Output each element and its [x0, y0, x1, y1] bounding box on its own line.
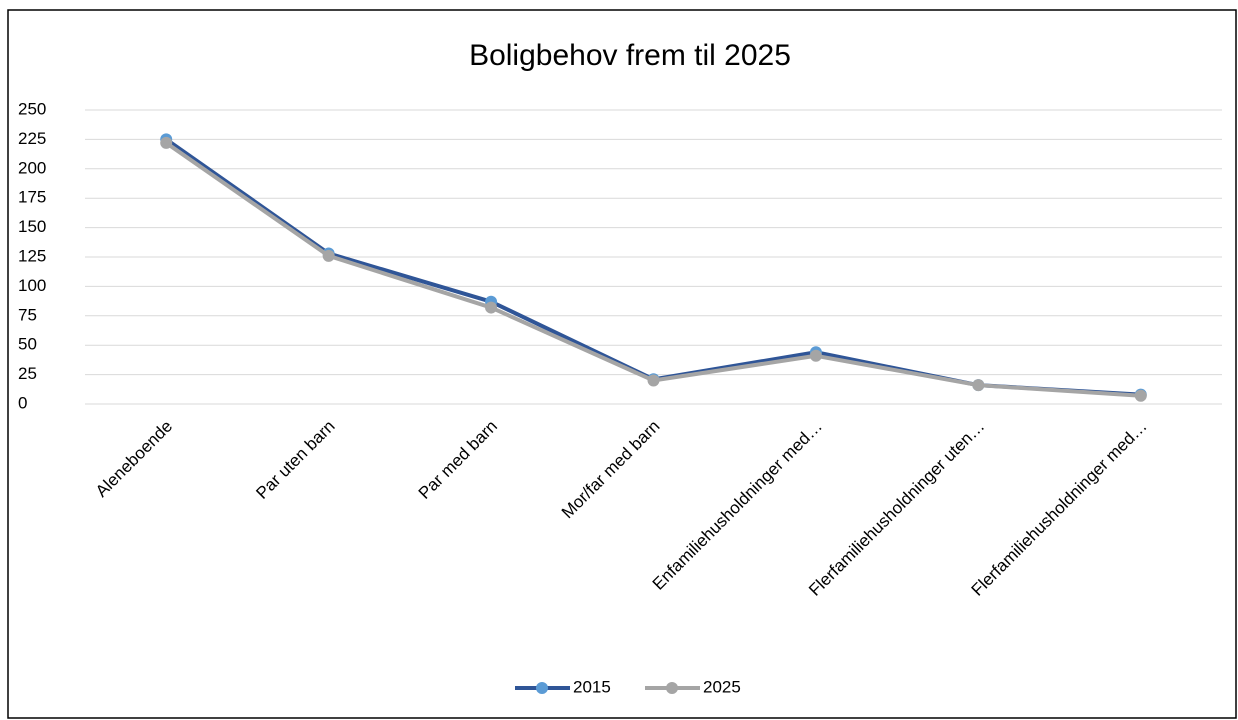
marker	[485, 301, 498, 314]
marker	[160, 136, 173, 149]
y-tick-label: 200	[18, 158, 46, 177]
y-tick-label: 50	[18, 335, 37, 354]
marker	[1134, 389, 1147, 402]
y-tick-label: 150	[18, 217, 46, 236]
y-tick-label: 175	[18, 188, 46, 207]
legend-label: 2025	[703, 677, 741, 696]
y-tick-label: 125	[18, 246, 46, 265]
chart-title: Boligbehov frem til 2025	[469, 39, 791, 72]
marker	[647, 374, 660, 387]
y-tick-label: 75	[18, 305, 37, 324]
y-tick-label: 250	[18, 99, 46, 118]
legend-label: 2015	[573, 677, 611, 696]
legend-marker	[536, 682, 548, 694]
marker	[322, 249, 335, 262]
marker	[809, 349, 822, 362]
y-tick-label: 225	[18, 129, 46, 148]
y-tick-label: 100	[18, 276, 46, 295]
marker	[972, 379, 985, 392]
y-tick-label: 25	[18, 364, 37, 383]
y-tick-label: 0	[18, 393, 27, 412]
legend-marker	[666, 682, 678, 694]
